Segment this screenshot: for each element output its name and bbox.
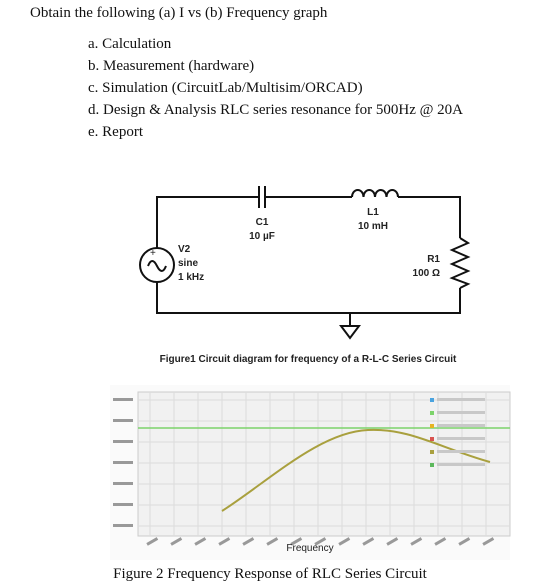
sine-symbol bbox=[147, 260, 167, 272]
tick-label-blur bbox=[113, 503, 133, 506]
tick-label-blur bbox=[113, 398, 133, 401]
tick-label-blur bbox=[458, 537, 471, 546]
tick-label-blur bbox=[386, 537, 399, 546]
tick-label-blur bbox=[194, 537, 207, 546]
resistor bbox=[449, 237, 471, 289]
inductor bbox=[351, 189, 399, 198]
component-name: C1 bbox=[256, 217, 269, 228]
tick-label-blur bbox=[170, 537, 183, 546]
tick-label-blur bbox=[314, 537, 327, 546]
component-name: R1 bbox=[427, 254, 440, 265]
legend-swatch bbox=[430, 463, 434, 467]
legend-text-blur bbox=[437, 437, 485, 440]
tick-label-blur bbox=[434, 537, 447, 546]
figure-caption: Figure1 Circuit diagram for frequency of… bbox=[160, 354, 457, 365]
tick-label-blur bbox=[113, 524, 133, 527]
legend-text-blur bbox=[437, 424, 485, 427]
legend bbox=[430, 398, 485, 467]
list-item: d. Design & Analysis RLC series resonanc… bbox=[88, 102, 463, 118]
tick-label-blur bbox=[113, 440, 133, 443]
component-value: 10 µF bbox=[249, 231, 275, 242]
list-item: c. Simulation (CircuitLab/Multisim/ORCAD… bbox=[88, 80, 363, 96]
tick-labels bbox=[113, 398, 495, 546]
heading: Obtain the following (a) I vs (b) Freque… bbox=[30, 5, 328, 21]
component-name: L1 bbox=[367, 207, 379, 218]
component-value: 1 kHz bbox=[178, 272, 204, 283]
tick-label-blur bbox=[482, 537, 495, 546]
tick-label-blur bbox=[146, 537, 159, 546]
tick-label-blur bbox=[113, 419, 133, 422]
legend-swatch bbox=[430, 437, 434, 441]
component-type: sine bbox=[178, 258, 198, 269]
response-curve bbox=[221, 428, 491, 512]
component-value: 100 Ω bbox=[413, 268, 440, 279]
legend-swatch bbox=[430, 450, 434, 454]
legend-text-blur bbox=[437, 398, 485, 401]
tick-label-blur bbox=[410, 537, 423, 546]
wire bbox=[156, 282, 461, 314]
plus-sign: + bbox=[150, 248, 156, 259]
circuit-wires bbox=[139, 186, 471, 340]
tick-label-blur bbox=[362, 537, 375, 546]
source bbox=[139, 247, 175, 283]
wire bbox=[398, 196, 461, 238]
list-item: b. Measurement (hardware) bbox=[88, 58, 255, 74]
tick-label-blur bbox=[218, 537, 231, 546]
ground bbox=[339, 325, 361, 340]
wire bbox=[156, 196, 259, 248]
component-name: V2 bbox=[178, 244, 191, 255]
list-item: a. Calculation bbox=[88, 36, 172, 52]
legend-swatch bbox=[430, 411, 434, 415]
x-axis-label: Frequency bbox=[286, 543, 333, 554]
plot-area bbox=[137, 391, 511, 537]
list-item: e. Report bbox=[88, 124, 143, 140]
tick-label-blur bbox=[113, 482, 133, 485]
legend-swatch bbox=[430, 398, 434, 402]
figure-caption: Figure 2 Frequency Response of RLC Serie… bbox=[113, 566, 427, 582]
legend-swatch bbox=[430, 424, 434, 428]
tick-label-blur bbox=[338, 537, 351, 546]
legend-text-blur bbox=[437, 411, 485, 414]
tick-label-blur bbox=[266, 537, 279, 546]
tick-label-blur bbox=[290, 537, 303, 546]
component-value: 10 mH bbox=[358, 221, 388, 232]
legend-text-blur bbox=[437, 463, 485, 466]
legend-text-blur bbox=[437, 450, 485, 453]
tick-label-blur bbox=[242, 537, 255, 546]
tick-label-blur bbox=[113, 461, 133, 464]
